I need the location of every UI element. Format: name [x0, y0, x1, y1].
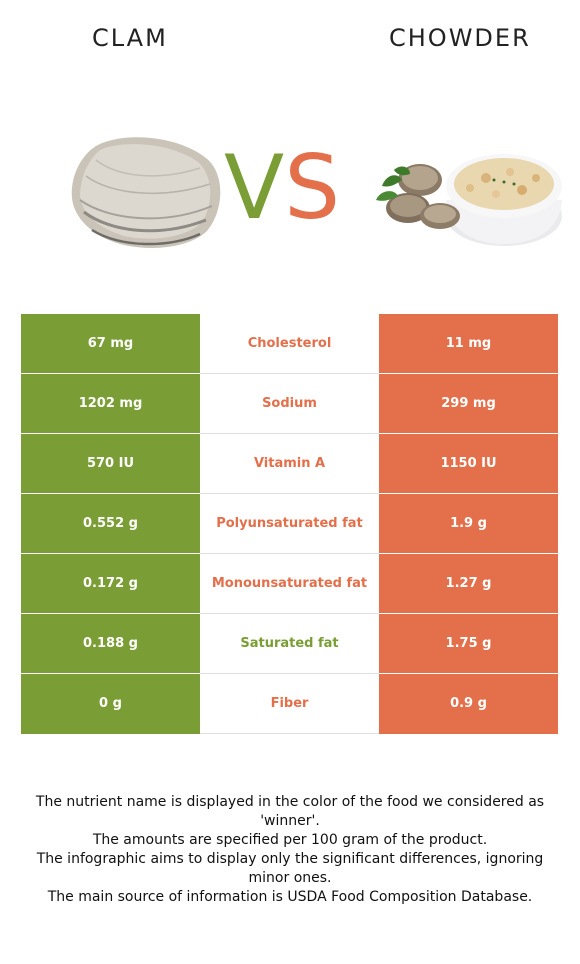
left-value: 0.552 g — [21, 493, 200, 554]
right-value: 0.9 g — [379, 673, 558, 734]
left-value: 0 g — [21, 673, 200, 734]
left-value: 1202 mg — [21, 373, 200, 434]
right-value: 1.75 g — [379, 613, 558, 674]
right-value: 1.27 g — [379, 553, 558, 614]
right-value: 11 mg — [379, 314, 558, 374]
left-food-title: CLAM — [92, 24, 168, 52]
nutrient-name: Vitamin A — [200, 433, 379, 494]
table-row: 67 mg Cholesterol 11 mg — [21, 314, 558, 374]
note-amounts: The amounts are specified per 100 gram o… — [92, 832, 488, 848]
left-value: 570 IU — [21, 433, 200, 494]
note-source: The main source of information is USDA F… — [47, 889, 533, 905]
comparison-table: 67 mg Cholesterol 11 mg 1202 mg Sodium 2… — [21, 314, 558, 734]
right-value: 299 mg — [379, 373, 558, 434]
nutrient-name: Fiber — [200, 673, 379, 734]
nutrient-name: Cholesterol — [200, 314, 379, 374]
table-row: 0 g Fiber 0.9 g — [21, 673, 558, 734]
table-row: 1202 mg Sodium 299 mg — [21, 373, 558, 434]
footnotes: The nutrient name is displayed in the co… — [20, 793, 560, 907]
food-images — [71, 137, 562, 248]
vs-s: S — [284, 136, 341, 239]
nutrient-name: Saturated fat — [200, 613, 379, 674]
note-scope: The infographic aims to display only the… — [36, 851, 544, 886]
right-value: 1150 IU — [379, 433, 558, 494]
vs-v: V — [224, 136, 285, 239]
left-value: 0.172 g — [21, 553, 200, 614]
table-row: 0.172 g Monounsaturated fat 1.27 g — [21, 553, 558, 614]
table-row: 0.552 g Polyunsaturated fat 1.9 g — [21, 493, 558, 554]
clam-image — [71, 137, 221, 248]
chowder-image — [376, 154, 562, 246]
left-value: 0.188 g — [21, 613, 200, 674]
right-value: 1.9 g — [379, 493, 558, 554]
nutrient-name: Sodium — [200, 373, 379, 434]
table-row: 0.188 g Saturated fat 1.75 g — [21, 613, 558, 674]
left-value: 67 mg — [21, 314, 200, 374]
note-winner: The nutrient name is displayed in the co… — [35, 794, 545, 829]
vs-label: VS — [224, 138, 354, 238]
table-row: 570 IU Vitamin A 1150 IU — [21, 433, 558, 494]
nutrient-name: Monounsaturated fat — [200, 553, 379, 614]
nutrient-name: Polyunsaturated fat — [200, 493, 379, 554]
right-food-title: CHOWDER — [389, 24, 531, 52]
